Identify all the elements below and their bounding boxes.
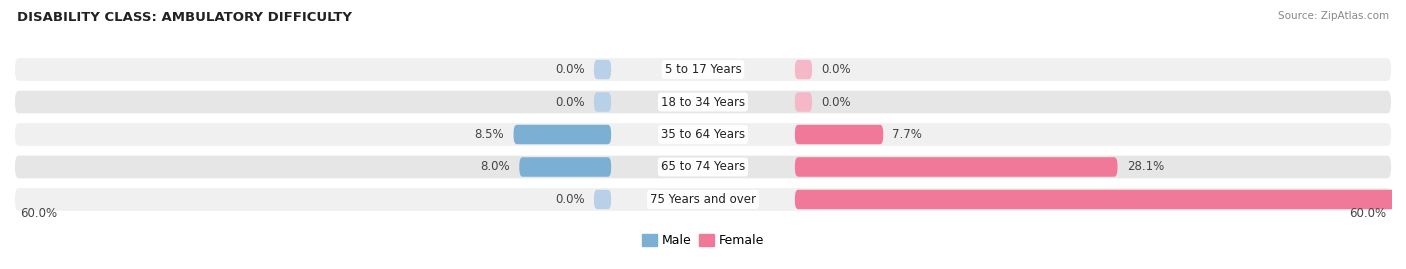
Text: 0.0%: 0.0% [821,63,851,76]
Text: 0.0%: 0.0% [555,63,585,76]
FancyBboxPatch shape [14,122,1392,147]
Text: 60.0%: 60.0% [20,207,56,220]
Text: 65 to 74 Years: 65 to 74 Years [661,161,745,174]
FancyBboxPatch shape [794,92,813,112]
FancyBboxPatch shape [794,60,813,79]
Legend: Male, Female: Male, Female [637,229,769,252]
FancyBboxPatch shape [14,155,1392,179]
FancyBboxPatch shape [794,190,1406,209]
FancyBboxPatch shape [14,187,1392,212]
Text: 75 Years and over: 75 Years and over [650,193,756,206]
Text: 0.0%: 0.0% [555,95,585,108]
FancyBboxPatch shape [593,92,612,112]
FancyBboxPatch shape [794,125,883,144]
Text: 28.1%: 28.1% [1126,161,1164,174]
Text: 35 to 64 Years: 35 to 64 Years [661,128,745,141]
FancyBboxPatch shape [513,125,612,144]
FancyBboxPatch shape [14,57,1392,82]
Text: 60.0%: 60.0% [1350,207,1386,220]
Text: 5 to 17 Years: 5 to 17 Years [665,63,741,76]
FancyBboxPatch shape [593,60,612,79]
Text: 8.5%: 8.5% [475,128,505,141]
Text: Source: ZipAtlas.com: Source: ZipAtlas.com [1278,11,1389,21]
FancyBboxPatch shape [519,157,612,177]
FancyBboxPatch shape [593,190,612,209]
Text: 7.7%: 7.7% [893,128,922,141]
Text: DISABILITY CLASS: AMBULATORY DIFFICULTY: DISABILITY CLASS: AMBULATORY DIFFICULTY [17,11,352,24]
Text: 0.0%: 0.0% [555,193,585,206]
Text: 0.0%: 0.0% [821,95,851,108]
Text: 8.0%: 8.0% [481,161,510,174]
Text: 18 to 34 Years: 18 to 34 Years [661,95,745,108]
FancyBboxPatch shape [794,157,1118,177]
FancyBboxPatch shape [14,90,1392,114]
